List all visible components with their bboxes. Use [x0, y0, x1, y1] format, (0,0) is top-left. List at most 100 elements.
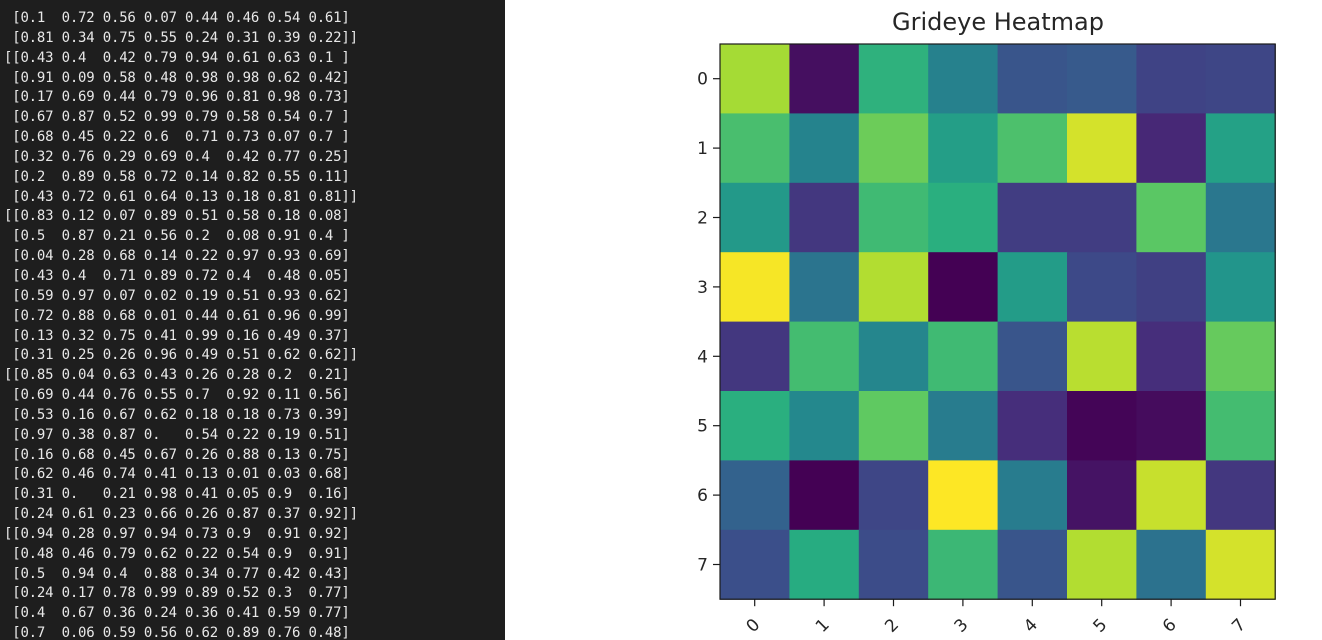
heatmap-cell — [1067, 460, 1137, 531]
heatmap-cell — [997, 529, 1068, 600]
heatmap-cell — [789, 529, 860, 600]
terminal-line: [[0.94 0.28 0.97 0.94 0.73 0.9 0.91 0.92… — [4, 525, 350, 542]
heatmap-cell — [928, 460, 999, 531]
heatmap-cell — [928, 529, 999, 600]
terminal-line: [0.5 0.87 0.21 0.56 0.2 0.08 0.91 0.4 ] — [4, 228, 350, 245]
terminal-line: [0.53 0.16 0.67 0.62 0.18 0.18 0.73 0.39… — [4, 406, 350, 423]
heatmap-cell — [928, 113, 999, 184]
terminal-line: [0.04 0.28 0.68 0.14 0.22 0.97 0.93 0.69… — [4, 248, 350, 265]
heatmap-cell — [928, 252, 999, 323]
heatmap-cell — [858, 321, 929, 392]
heatmap-cell — [1136, 460, 1207, 531]
heatmap-cell — [789, 460, 860, 531]
heatmap-cell — [997, 321, 1068, 392]
heatmap-cell — [1205, 44, 1276, 114]
terminal-line: [0.67 0.87 0.52 0.99 0.79 0.58 0.54 0.7 … — [4, 109, 350, 126]
terminal-line: [0.17 0.69 0.44 0.79 0.96 0.81 0.98 0.73… — [4, 89, 350, 106]
heatmap-cell — [997, 252, 1068, 323]
terminal-panel[interactable]: [0.1 0.72 0.56 0.07 0.44 0.46 0.54 0.61]… — [0, 0, 505, 640]
y-axis: 0 1 2 3 4 5 6 7 — [697, 70, 720, 576]
terminal-line: [[0.43 0.4 0.42 0.79 0.94 0.61 0.63 0.1 … — [4, 49, 350, 66]
y-tick-label: 3 — [697, 278, 708, 298]
heatmap-cell — [858, 529, 929, 600]
heatmap-cell — [858, 113, 929, 184]
heatmap-cell — [1136, 321, 1207, 392]
heatmap-cell — [1067, 44, 1137, 114]
heatmap-cell — [928, 321, 999, 392]
heatmap-cell — [1136, 113, 1207, 184]
heatmap-cell — [1205, 182, 1276, 253]
heatmap-cell — [1067, 529, 1137, 600]
terminal-line: [0.72 0.88 0.68 0.01 0.44 0.61 0.96 0.99… — [4, 307, 350, 324]
x-tick-label: 0 — [743, 615, 765, 637]
y-tick-label: 7 — [697, 556, 708, 576]
heatmap-cell — [858, 252, 929, 323]
heatmap-cell — [928, 182, 999, 253]
y-tick-label: 6 — [697, 486, 708, 506]
heatmap-cell — [789, 391, 860, 461]
heatmap-cell — [997, 182, 1068, 253]
chart-panel: Grideye Heatmap 0 1 2 3 4 5 6 7 0 1 2 3 4 5 6 7 — [505, 0, 1322, 640]
terminal-line: [0.69 0.44 0.76 0.55 0.7 0.92 0.11 0.56] — [4, 387, 350, 404]
heatmap-cell — [720, 182, 790, 253]
terminal-line: [0.81 0.34 0.75 0.55 0.24 0.31 0.39 0.22… — [4, 29, 358, 46]
terminal-line: [0.2 0.89 0.58 0.72 0.14 0.82 0.55 0.11] — [4, 168, 350, 185]
terminal-line: [[0.85 0.04 0.63 0.43 0.26 0.28 0.2 0.21… — [4, 367, 350, 384]
heatmap-cell — [1067, 182, 1137, 253]
terminal-line: [0.48 0.46 0.79 0.62 0.22 0.54 0.9 0.91] — [4, 545, 350, 562]
x-axis: 0 1 2 3 4 5 6 7 — [743, 599, 1250, 637]
y-tick-label: 4 — [697, 347, 708, 367]
heatmap-cell — [720, 252, 790, 323]
heatmap-cell — [997, 391, 1068, 461]
terminal-line: [0.32 0.76 0.29 0.69 0.4 0.42 0.77 0.25] — [4, 148, 350, 165]
heatmap-cell — [858, 44, 929, 114]
heatmap-cell — [858, 460, 929, 531]
heatmap-cell — [789, 113, 860, 184]
heatmap-cell — [720, 529, 790, 600]
terminal-line: [0.13 0.32 0.75 0.41 0.99 0.16 0.49 0.37… — [4, 327, 350, 344]
heatmap-cell — [720, 113, 790, 184]
x-tick-label: 6 — [1159, 615, 1181, 637]
terminal-line: [[0.83 0.12 0.07 0.89 0.51 0.58 0.18 0.0… — [4, 208, 350, 225]
terminal-line: [0.24 0.61 0.23 0.66 0.26 0.87 0.37 0.92… — [4, 506, 358, 523]
heatmap-cell — [789, 44, 860, 114]
terminal-line: [0.5 0.94 0.4 0.88 0.34 0.77 0.42 0.43] — [4, 565, 350, 582]
y-tick-label: 1 — [697, 139, 708, 159]
terminal-line: [0.43 0.4 0.71 0.89 0.72 0.4 0.48 0.05] — [4, 267, 350, 284]
heatmap-cell — [1067, 113, 1137, 184]
terminal-line: [0.4 0.67 0.36 0.24 0.36 0.41 0.59 0.77] — [4, 605, 350, 622]
heatmap-cell — [789, 182, 860, 253]
terminal-line: [0.16 0.68 0.45 0.67 0.26 0.88 0.13 0.75… — [4, 446, 350, 463]
y-tick-label: 0 — [697, 70, 708, 90]
heatmap-cell — [720, 321, 790, 392]
heatmap-cell — [928, 391, 999, 461]
heatmap-cell — [789, 321, 860, 392]
heatmap-cell — [1136, 182, 1207, 253]
terminal-line: [0.31 0. 0.21 0.98 0.41 0.05 0.9 0.16] — [4, 486, 350, 503]
heatmap-cell — [858, 391, 929, 461]
heatmap-cell — [1205, 391, 1276, 461]
terminal-line: [0.59 0.97 0.07 0.02 0.19 0.51 0.93 0.62… — [4, 287, 350, 304]
terminal-line: [0.43 0.72 0.61 0.64 0.13 0.18 0.81 0.81… — [4, 188, 358, 205]
heatmap-cell — [1205, 113, 1276, 184]
plot-frame — [719, 43, 1276, 600]
terminal-line: [0.97 0.38 0.87 0. 0.54 0.22 0.19 0.51] — [4, 426, 350, 443]
x-tick-label: 5 — [1090, 615, 1112, 637]
terminal-line: [0.62 0.46 0.74 0.41 0.13 0.01 0.03 0.68… — [4, 466, 350, 483]
heatmap-cells — [720, 44, 1276, 600]
heatmap-cell — [1136, 252, 1207, 323]
heatmap-cell — [858, 182, 929, 253]
terminal-line: [0.1 0.72 0.56 0.07 0.44 0.46 0.54 0.61] — [4, 10, 350, 26]
heatmap-cell — [1136, 44, 1207, 114]
terminal-line: [0.24 0.17 0.78 0.99 0.89 0.52 0.3 0.77] — [4, 585, 350, 602]
y-tick-label: 2 — [697, 209, 708, 229]
terminal-line: [0.68 0.45 0.22 0.6 0.71 0.73 0.07 0.7 ] — [4, 129, 350, 146]
heatmap-cell — [1136, 529, 1207, 600]
x-tick-label: 3 — [951, 615, 973, 637]
x-tick-label: 1 — [812, 615, 834, 637]
heatmap-cell — [928, 44, 999, 114]
heatmap-cell — [1067, 321, 1137, 392]
y-tick-label: 5 — [697, 417, 708, 437]
heatmap-cell — [1205, 321, 1276, 392]
x-tick-label: 4 — [1020, 615, 1042, 637]
